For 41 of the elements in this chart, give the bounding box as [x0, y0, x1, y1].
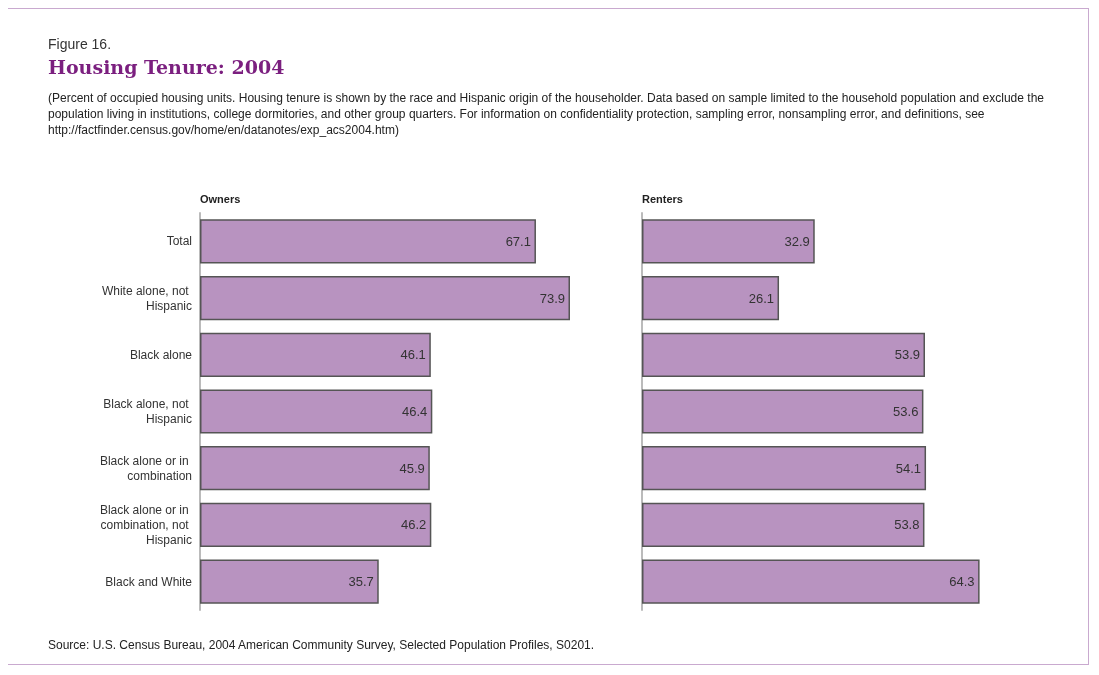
data-label: 53.6 — [893, 404, 919, 419]
data-label: 32.9 — [784, 233, 810, 249]
data-label: 67.1 — [505, 233, 531, 249]
data-label: 64.3 — [949, 574, 975, 590]
chart-subtitle: (Percent of occupied housing units. Housing tenure is shown by the race and Hispanic origin of the householder. Data based on sample limited to the household population and exclude the population living in institutions, college dormitories, and other group quarters. For information on confidentiality protection, sampling error, nonsampling error, and definitions, see http://factfinder.census.gov/home/en/datanotes/exp_acs2004.htm) — [48, 90, 1045, 138]
bar — [200, 332, 431, 377]
data-label: 26.1 — [748, 290, 775, 306]
bar — [642, 502, 925, 548]
bar — [200, 275, 570, 321]
data-label: 53.9 — [894, 347, 920, 363]
bar — [642, 446, 927, 491]
chart-title: Housing Tenure: 2004 — [48, 56, 285, 78]
y-tick-label: Total — [166, 234, 192, 249]
y-tick-label: Black and White — [105, 574, 193, 589]
data-label: 45.9 — [399, 460, 425, 476]
source-note: Source: U.S. Census Bureau, 2004 American Community Survey, Selected Population Profiles, S0201. — [48, 638, 595, 652]
data-label: 54.1 — [895, 460, 922, 476]
x-axis-title: Renters — [642, 192, 683, 205]
bar — [642, 275, 780, 321]
x-axis-title: Owners — [200, 192, 241, 205]
caption: Figure 16. — [48, 36, 112, 52]
bar — [200, 446, 430, 491]
data-label: 35.7 — [348, 574, 374, 590]
y-tick-label: Black alone or in combination — [99, 453, 192, 483]
data-label: 46.1 — [400, 347, 426, 363]
bar — [200, 559, 379, 604]
data-label: 46.2 — [401, 517, 427, 533]
y-tick-label: White alone, not Hispanic — [101, 283, 192, 313]
bar — [200, 219, 536, 264]
bar — [642, 559, 980, 604]
bar — [642, 219, 815, 264]
data-label: 73.9 — [539, 290, 565, 306]
y-tick-label: Black alone, not Hispanic — [103, 397, 192, 426]
bar — [200, 502, 432, 548]
y-tick-label: Black alone or in combination, not Hispanic — [99, 502, 192, 547]
y-tick-label: Black alone — [129, 347, 193, 362]
bar — [642, 332, 925, 377]
bar — [642, 389, 924, 434]
data-label: 46.4 — [402, 404, 428, 419]
data-label: 53.8 — [894, 517, 920, 533]
bar — [200, 389, 433, 434]
